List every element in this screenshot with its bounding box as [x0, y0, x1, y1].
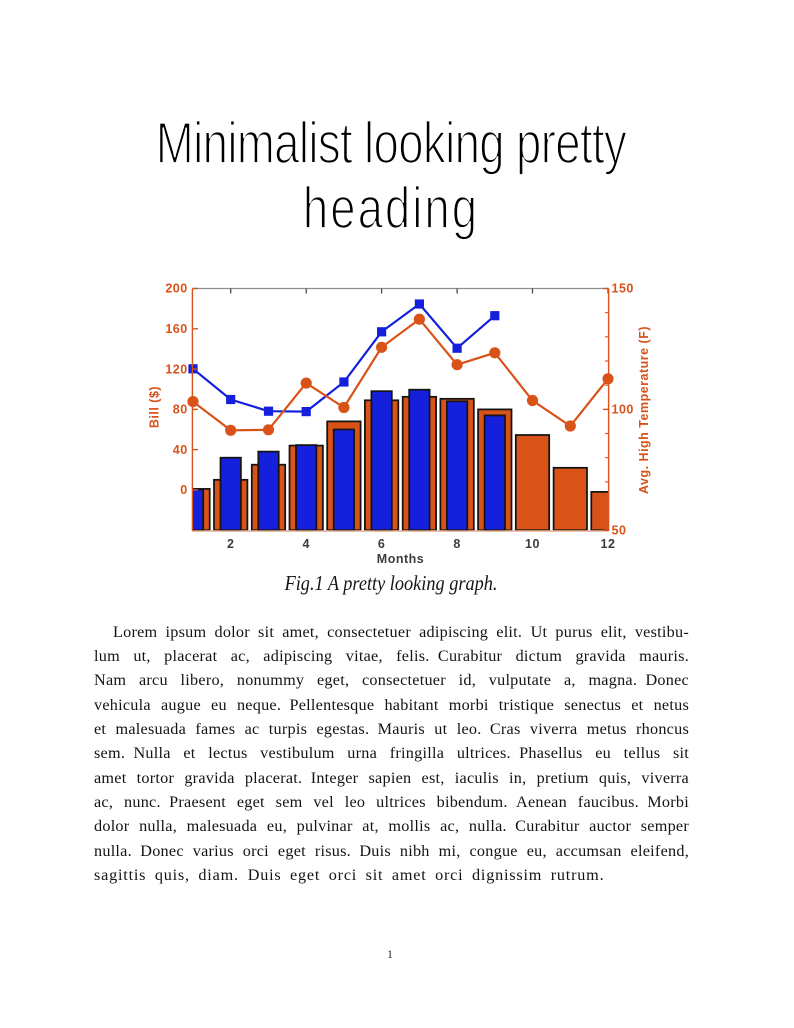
svg-text:120: 120 [165, 362, 187, 376]
svg-text:150: 150 [612, 282, 634, 296]
svg-text:4: 4 [302, 537, 309, 551]
svg-text:100: 100 [612, 403, 634, 417]
svg-text:12: 12 [601, 537, 616, 551]
svg-text:40: 40 [173, 443, 188, 457]
svg-text:Bill ($): Bill ($) [148, 386, 162, 428]
svg-text:6: 6 [378, 537, 385, 551]
svg-text:Months: Months [377, 552, 424, 566]
svg-text:Avg. High Temperature (F): Avg. High Temperature (F) [637, 326, 651, 494]
svg-text:80: 80 [173, 403, 188, 417]
svg-text:2: 2 [227, 537, 234, 551]
svg-text:0: 0 [180, 483, 187, 497]
svg-text:160: 160 [165, 322, 187, 336]
svg-text:8: 8 [453, 537, 460, 551]
svg-text:10: 10 [525, 537, 540, 551]
svg-text:200: 200 [165, 282, 187, 296]
svg-text:50: 50 [612, 523, 627, 537]
